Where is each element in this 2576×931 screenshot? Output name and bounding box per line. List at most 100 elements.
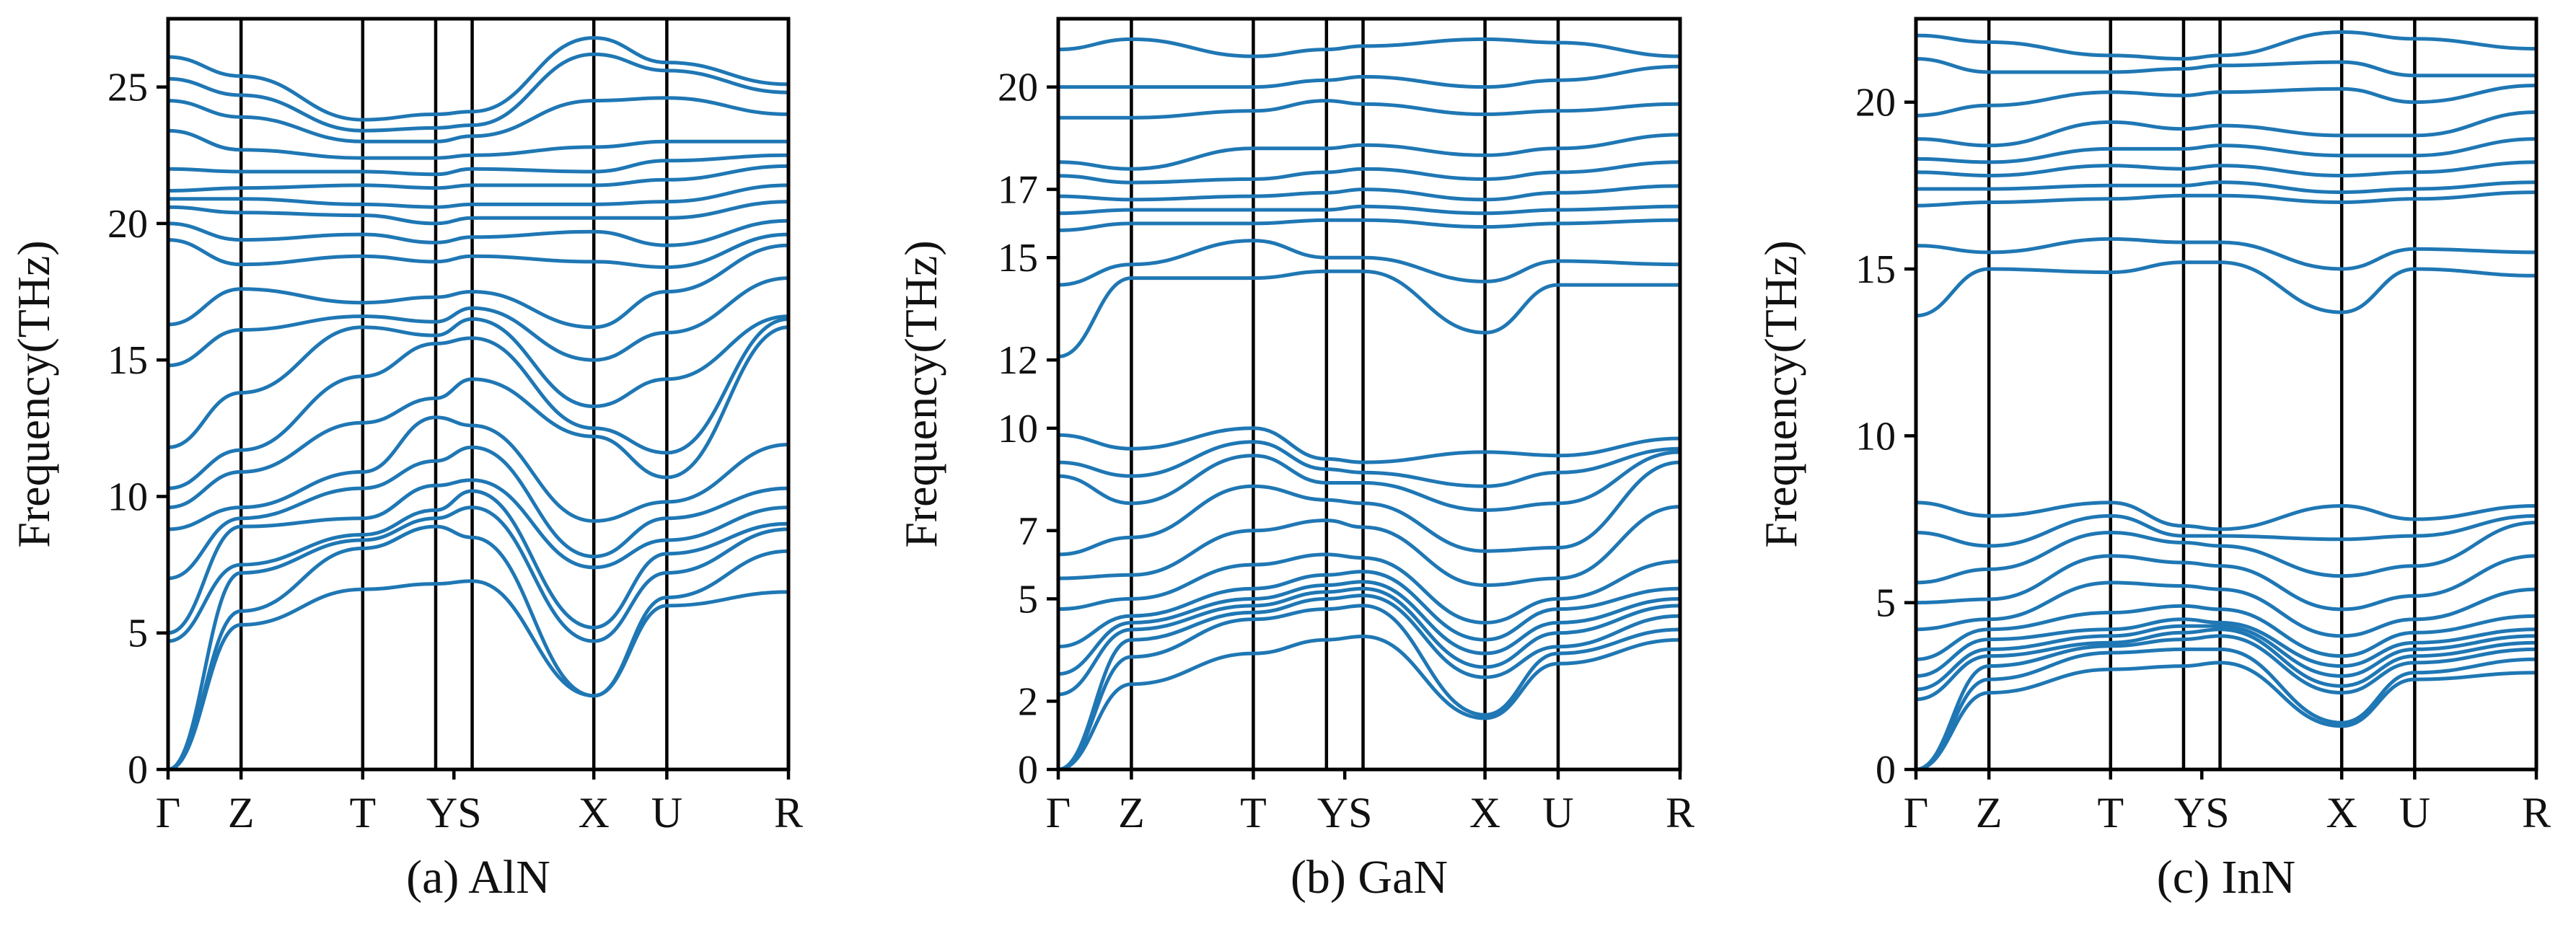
phonon-band-10 [167,314,789,449]
phonon-band-17 [1058,184,1681,202]
phonon-band-3 [1058,594,1681,772]
axis-labels: 0 5 10 15 20 25 Γ Z T YS X U R Frequency(THz) (a) AlN [8,66,803,904]
y-tick-label: 10 [998,407,1038,451]
x-tick-label: YS [426,789,482,837]
phonon-band-8 [1915,581,2537,638]
phonon-band-20 [1915,84,2537,118]
y-tick-label: 17 [998,168,1038,213]
phonon-band-10 [1915,521,2537,585]
phonon-band-12 [1058,426,1681,464]
phonon-band-10 [1058,450,1681,512]
x-tick-label: U [2399,789,2430,837]
y-tick-label: 15 [1855,247,1896,292]
y-tick-label: 0 [1876,748,1896,793]
y-axis-label: Frequency(THz) [8,240,59,547]
x-tick-label: Z [228,789,255,837]
x-tick-label: R [774,789,803,837]
y-tick-label: 25 [107,66,148,110]
x-tick-label: T [2097,789,2124,837]
y-tick-label: 12 [998,338,1038,383]
phonon-band-21 [1058,64,1681,89]
phonon-band-19 [1058,133,1681,171]
phonon-band-13 [1915,260,2537,318]
y-tick-label: 5 [1018,577,1038,622]
grid-layer [1130,19,1560,769]
y-tick-label: 0 [128,748,148,793]
axis-labels: 0 5 10 15 20 Γ Z T YS X U R Frequency(THz) (c) InN [1755,81,2551,904]
y-axis-label: Frequency(THz) [1755,240,1806,547]
phonon-band-13 [167,232,789,269]
phonon-band-16 [1916,180,2537,195]
phonon-band-18 [1058,160,1681,185]
y-tick-label: 20 [1855,81,1896,125]
phonon-band-1 [1058,635,1681,772]
plot-frame [1056,17,1682,772]
phonon-band-4 [1915,627,2537,702]
phonon-band-21 [167,52,789,133]
phonon-band-3 [167,506,789,772]
grid-layer [239,19,669,769]
y-tick-label: 15 [998,236,1038,281]
phonon-band-6 [1058,570,1681,649]
phonon-band-18 [1915,137,2537,164]
y-tick-label: 2 [1018,679,1038,724]
phonon-band-18 [167,153,789,177]
x-tick-label: Γ [1904,789,1929,837]
phonon-band-7 [1915,604,2537,661]
phonon-band-5 [1915,624,2537,692]
phonon-band-12 [167,243,789,330]
x-tick-label: R [1666,789,1694,837]
phonon-band-22 [167,36,789,122]
phonon-band-12 [1915,500,2537,531]
plot-frame [1914,17,2538,772]
phonon-band-9 [167,317,789,490]
phonon-band-8 [1058,505,1681,587]
phonon-band-1 [167,579,789,772]
phonon-band-7 [167,415,789,531]
phonon-band-9 [1058,460,1681,557]
x-tick-label: YS [1317,789,1373,837]
x-tick-label: X [1469,789,1500,837]
phonon-band-4 [1058,586,1681,697]
phonon-band-14 [1915,237,2537,271]
x-tick-label: U [1542,789,1573,837]
phonon-band-21 [1915,57,2536,78]
y-tick-label: 0 [1018,748,1038,793]
x-tick-label: YS [2174,789,2230,837]
phonon-band-2 [1058,604,1681,772]
y-tick-label: 20 [107,202,148,247]
phonon-band-9 [1915,554,2537,612]
x-tick-label: Γ [1046,789,1071,837]
y-tick-label: 7 [1018,509,1038,554]
y-tick-label: 15 [107,338,148,383]
axes-frame [157,17,791,780]
phonon-band-14 [1058,239,1681,287]
x-tick-label: U [651,789,682,837]
panel-gan: 0 2 5 7 10 12 15 17 20 Γ Z T YS X U R Frequency(THz) (b) … [895,17,1694,904]
phonon-band-16 [167,183,789,209]
plot-frame [166,17,791,772]
phonon-band-6 [167,445,789,581]
panel-inn: 0 5 10 15 20 Γ Z T YS X U R Frequency(THz) (c) InN [1755,17,2551,904]
phonon-band-20 [167,96,789,144]
y-tick-label: 5 [1876,581,1896,626]
phonon-band-11 [1915,513,2537,548]
x-tick-label: T [1240,789,1267,837]
phonon-band-14 [167,219,789,247]
phonon-band-22 [1915,30,2537,61]
y-tick-label: 5 [128,612,148,656]
x-tick-label: T [349,789,376,837]
phonon-band-15 [1915,190,2537,208]
panel-caption: (c) InN [2157,851,2295,904]
panel-caption: (a) AlN [406,851,550,904]
band-lines [167,36,789,772]
phonon-band-8 [167,325,789,510]
phonon-band-7 [1058,552,1681,625]
phonon-band-13 [1058,269,1680,358]
phonon-band-22 [1058,37,1681,58]
phonon-band-16 [1058,204,1681,216]
x-tick-label: Z [1118,789,1145,837]
phonon-band-17 [167,164,789,193]
phonon-band-6 [1915,617,2537,678]
